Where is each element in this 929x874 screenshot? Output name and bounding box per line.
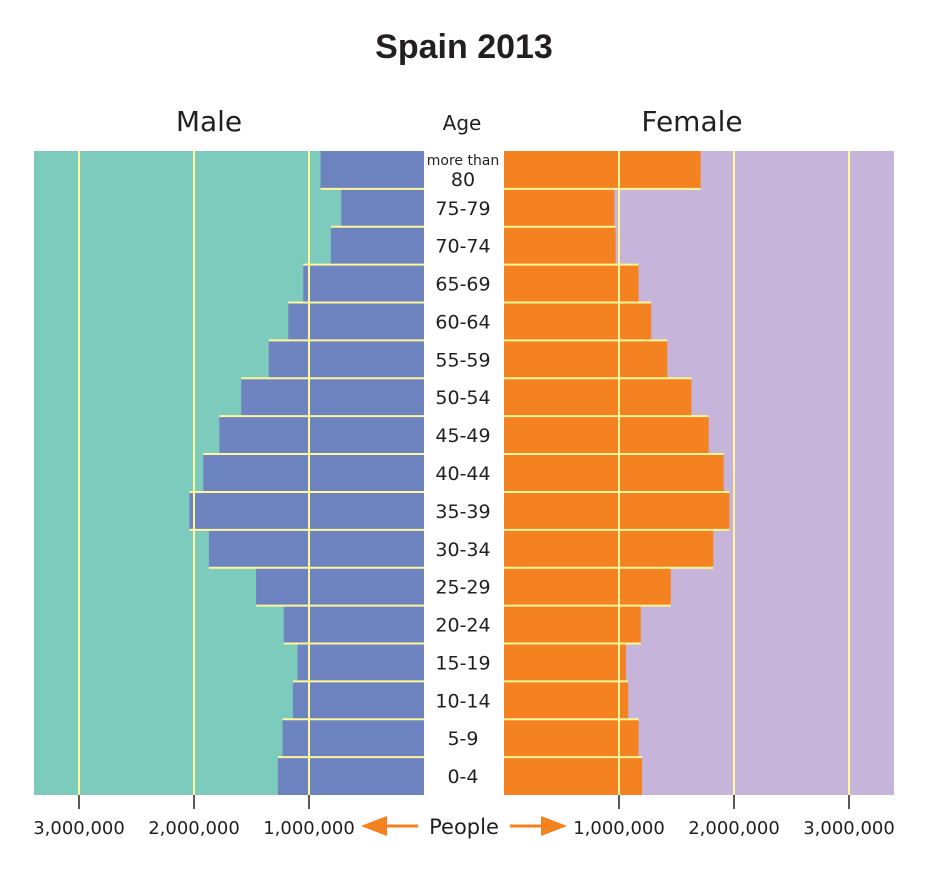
right-arrow-icon: [541, 816, 567, 836]
female-tick-label: 3,000,000: [803, 818, 895, 839]
age-label: 50-54: [435, 387, 490, 409]
male-bar: [320, 151, 424, 189]
age-header: Age: [443, 111, 482, 135]
female-bar: [504, 188, 615, 227]
female-bar: [504, 302, 652, 341]
age-label: 10-14: [435, 690, 490, 712]
chart-title: Spain 2013: [375, 28, 553, 66]
age-label: 5-9: [447, 728, 478, 750]
age-label: 55-59: [435, 349, 490, 371]
male-bar: [282, 719, 424, 758]
male-bar: [297, 643, 424, 682]
age-label: 30-34: [435, 539, 490, 561]
age-label: 75-79: [435, 198, 490, 220]
age-label: 0-4: [447, 766, 478, 788]
male-bar: [208, 529, 424, 568]
female-bar: [504, 378, 692, 417]
male-bar: [341, 188, 424, 227]
male-bar: [189, 491, 424, 530]
female-bar: [504, 529, 714, 568]
age-label: 15-19: [435, 652, 490, 674]
age-label: 45-49: [435, 425, 490, 447]
male-bar: [288, 302, 424, 341]
age-label: 40-44: [435, 463, 490, 485]
female-bar: [504, 416, 709, 455]
male-bar: [203, 454, 424, 492]
female-bar: [504, 226, 616, 265]
male-bar: [241, 378, 424, 417]
female-bar: [504, 605, 641, 644]
male-bar: [277, 757, 424, 795]
male-bar: [268, 340, 424, 379]
x-axis-label: People: [429, 815, 499, 839]
age-label: 65-69: [435, 274, 490, 296]
male-tick-label: 2,000,000: [148, 818, 240, 839]
female-tick-label: 2,000,000: [688, 818, 780, 839]
age-label: 35-39: [435, 501, 490, 523]
female-bar: [504, 643, 626, 682]
female-bar: [504, 491, 730, 530]
male-tick-label: 3,000,000: [33, 818, 125, 839]
age-label: 70-74: [435, 236, 490, 258]
female-bar: [504, 719, 639, 758]
male-label: Male: [176, 105, 242, 138]
male-bar: [330, 226, 424, 265]
male-bar: [292, 681, 424, 720]
male-bar: [283, 605, 424, 644]
female-bar: [504, 757, 642, 795]
male-tick-label: 1,000,000: [263, 818, 355, 839]
female-bar: [504, 151, 701, 189]
age-label: more than: [427, 153, 500, 169]
people-arrows: [361, 816, 567, 836]
female-label: Female: [641, 105, 742, 138]
age-label: 60-64: [435, 311, 490, 333]
age-label: 80: [451, 169, 475, 191]
male-panel: [34, 151, 424, 795]
female-bar: [504, 264, 639, 303]
male-bar: [256, 567, 424, 606]
female-tick-label: 1,000,000: [573, 818, 665, 839]
female-bar: [504, 340, 668, 379]
age-label: 25-29: [435, 577, 490, 599]
x-axis: 1,000,000 1,000,000 2,000,000 2,000,000 3,00…: [33, 795, 895, 839]
male-bar: [303, 264, 424, 303]
female-panel: [504, 151, 894, 795]
female-bar: [504, 567, 671, 606]
female-bar: [504, 681, 629, 720]
male-bar: [219, 416, 424, 455]
female-bar: [504, 454, 724, 492]
left-arrow-icon: [361, 816, 387, 836]
age-label: 20-24: [435, 615, 490, 637]
